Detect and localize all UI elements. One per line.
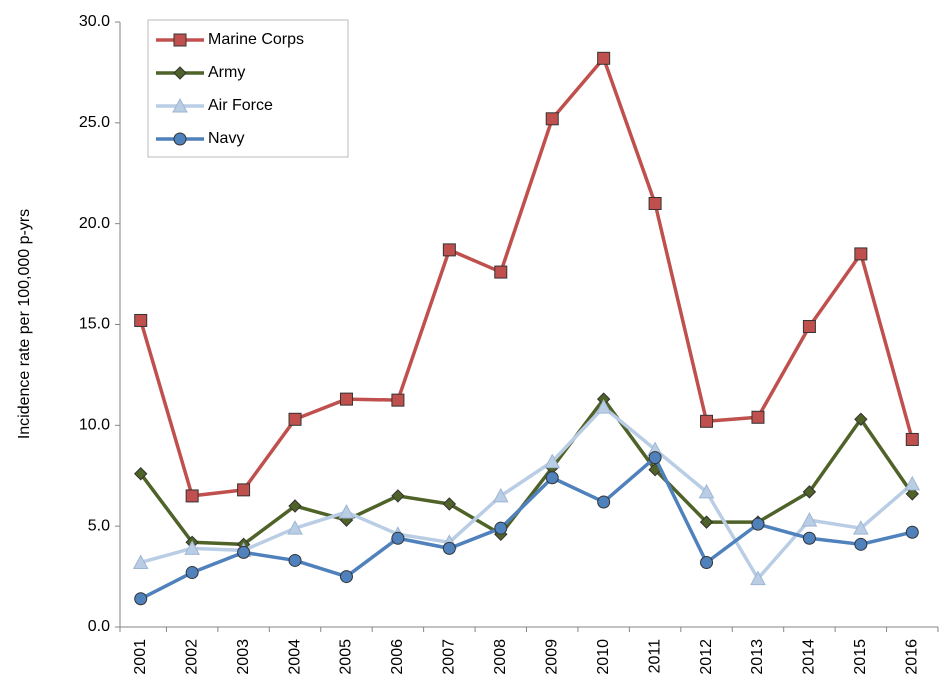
- series-marker: [854, 412, 868, 426]
- x-tick-label: 2001: [132, 639, 149, 675]
- y-tick-label: 5.0: [88, 517, 110, 534]
- series-marker: [801, 512, 818, 527]
- series-marker: [698, 483, 715, 499]
- series-marker: [185, 489, 199, 503]
- series-marker: [802, 531, 816, 545]
- series-marker: [595, 399, 612, 414]
- series-marker: [854, 247, 868, 261]
- series-marker: [700, 414, 714, 428]
- series-marker: [545, 471, 559, 485]
- series-marker: [237, 483, 251, 497]
- series-marker: [750, 570, 766, 586]
- legend-label: Air Force: [208, 97, 273, 114]
- x-tick-label: 2016: [904, 639, 921, 675]
- series-marker: [442, 541, 456, 555]
- series-marker: [905, 525, 919, 539]
- y-tick-label: 10.0: [79, 417, 110, 434]
- legend-label: Army: [208, 64, 245, 81]
- legend-marker: [173, 33, 187, 47]
- x-tick-label: 2013: [749, 639, 766, 675]
- series-marker: [853, 520, 869, 535]
- y-tick-label: 20.0: [79, 215, 110, 232]
- series-marker: [854, 537, 868, 551]
- x-tick-label: 2009: [543, 639, 560, 675]
- series-marker: [648, 451, 662, 465]
- series-marker: [339, 392, 353, 406]
- y-tick-label: 25.0: [79, 114, 110, 131]
- x-tick-label: 2014: [801, 639, 818, 675]
- x-tick-label: 2006: [389, 639, 406, 675]
- legend-label: Navy: [208, 130, 244, 147]
- legend-marker: [173, 66, 187, 80]
- series-marker: [494, 521, 508, 535]
- series-marker: [237, 545, 251, 559]
- series-marker: [287, 520, 303, 535]
- x-tick-label: 2004: [286, 639, 303, 675]
- series-marker: [391, 531, 405, 545]
- series-marker: [494, 265, 508, 279]
- series-marker: [185, 566, 199, 580]
- y-tick-label: 15.0: [79, 316, 110, 333]
- x-tick-label: 2010: [595, 639, 612, 675]
- series-marker: [391, 489, 405, 503]
- series-marker: [442, 497, 457, 511]
- y-tick-label: 0.0: [88, 618, 110, 635]
- series-marker: [597, 51, 611, 65]
- series-marker: [338, 503, 355, 519]
- series-marker: [442, 243, 456, 257]
- series-marker: [339, 570, 353, 584]
- x-tick-label: 2011: [646, 639, 663, 674]
- series-marker: [492, 487, 509, 503]
- y-tick-label: 30.0: [79, 13, 110, 30]
- series-marker: [700, 555, 714, 569]
- series-line: [140, 405, 914, 581]
- series-marker: [699, 515, 714, 529]
- series-marker: [802, 320, 816, 334]
- series-marker: [904, 475, 921, 491]
- series-marker: [288, 412, 302, 426]
- series-marker: [288, 499, 302, 513]
- x-tick-label: 2002: [183, 639, 200, 675]
- x-tick-label: 2003: [235, 639, 252, 675]
- series-line: [139, 56, 914, 498]
- series-marker: [544, 453, 561, 469]
- series-marker: [288, 553, 302, 567]
- legend-label: Marine Corps: [208, 31, 304, 48]
- x-tick-label: 2015: [852, 639, 869, 675]
- series-marker: [648, 197, 662, 210]
- series-marker: [905, 432, 919, 446]
- series-marker: [905, 487, 919, 501]
- x-tick-label: 2007: [441, 639, 458, 675]
- series-marker: [597, 495, 611, 509]
- legend-marker: [173, 132, 187, 146]
- series-marker: [134, 313, 148, 327]
- legend: Marine Corps Army Air Force Navy: [147, 19, 349, 158]
- y-axis-label: Incidence rate per 100,000 p-yrs: [16, 209, 33, 439]
- series-marker: [391, 393, 405, 407]
- series-marker: [802, 485, 817, 499]
- x-tick-label: 2012: [698, 639, 715, 675]
- series-marker: [751, 410, 765, 424]
- series-marker: [751, 517, 765, 531]
- series-marker: [132, 554, 149, 569]
- series-marker: [134, 592, 148, 606]
- series-line: [139, 455, 913, 601]
- series-marker: [184, 540, 200, 555]
- series-marker: [134, 467, 148, 481]
- series-marker: [545, 112, 559, 126]
- x-tick-label: 2005: [338, 639, 355, 675]
- x-tick-label: 2008: [492, 639, 509, 675]
- legend-marker: [172, 97, 188, 113]
